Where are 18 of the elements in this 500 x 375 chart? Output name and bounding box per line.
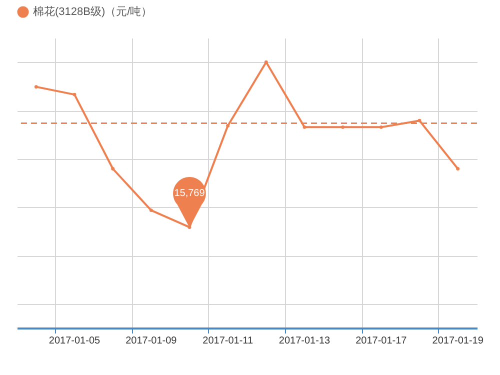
point [72,92,76,96]
point [111,167,115,170]
x-tick-label: 2017-01-11 [202,336,254,346]
point [149,208,153,212]
x-tick-label: 2017-01-05 [48,336,101,346]
annotation: 15,769 [174,188,206,200]
point [456,167,460,170]
x-tick-label: 2017-01-13 [278,336,331,346]
point [341,125,345,129]
point [302,125,306,129]
point [34,85,38,89]
x-tick-label: 2017-01-19 [432,336,484,346]
legend-label: 棉花(3128B级)（元/吨） [33,5,152,18]
x-tick-label: 2017-01-17 [356,336,408,346]
x-tick-label: 2017-01-09 [126,336,178,346]
point [226,124,230,128]
point [418,118,422,122]
point [379,125,383,129]
